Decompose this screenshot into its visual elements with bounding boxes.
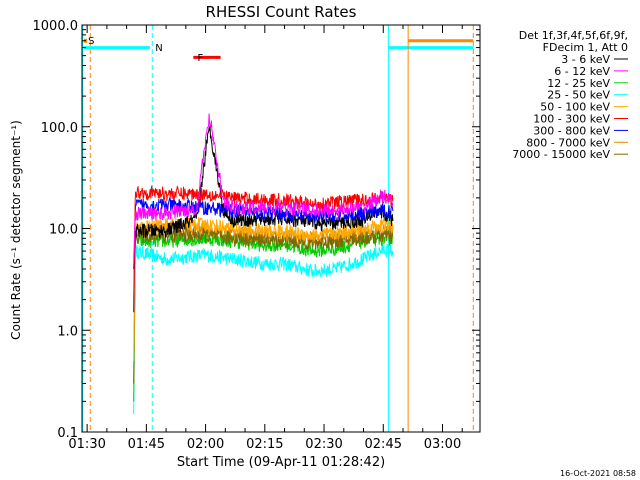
annotation-n: N	[155, 43, 162, 54]
series-line-3-6-kev	[133, 124, 394, 270]
series-line-12-25-kev	[133, 230, 394, 402]
x-tick-label: 01:30	[68, 437, 105, 452]
y-tick-label: 100.0	[41, 121, 78, 136]
legend-label: 12 - 25 keV	[547, 77, 610, 90]
legend-label: 6 - 12 keV	[554, 65, 610, 78]
legend: Det 1f,3f,4f,5f,6f,9f, FDecim 1, Att 0 3…	[512, 29, 628, 161]
annotation-labels: S N F	[88, 36, 203, 64]
x-tick-label: 02:30	[305, 437, 342, 452]
legend-header-line-1: Det 1f,3f,4f,5f,6f,9f,	[519, 29, 628, 42]
legend-label: 50 - 100 keV	[540, 101, 610, 114]
legend-header-line-2: FDecim 1, Att 0	[543, 41, 628, 54]
axes: 0.1 1.0 10.0 100.0 1000.0 01:30 01:45 02:00 02:1…	[33, 19, 481, 452]
y-tick-label: 0.1	[57, 426, 78, 441]
series-line-6-12-kev	[133, 113, 394, 260]
legend-label: 3 - 6 keV	[561, 53, 610, 66]
y-axis-label-group: Count Rate (s⁻¹ detector segment⁻¹)	[9, 120, 23, 340]
legend-label: 800 - 7000 keV	[526, 136, 610, 149]
x-tick-label: 02:00	[187, 437, 224, 452]
legend-label: 25 - 50 keV	[547, 89, 610, 102]
legend-label: 300 - 800 keV	[533, 124, 610, 137]
x-tick-label: 02:45	[365, 437, 402, 452]
series-line-25-50-kev	[133, 243, 394, 415]
x-tick-label: 03:00	[424, 437, 461, 452]
timestamp: 16-Oct-2021 08:58	[560, 469, 636, 478]
y-tick-label: 1.0	[57, 324, 78, 339]
flag-bars	[83, 38, 474, 59]
chart-title: RHESSI Count Rates	[206, 3, 357, 21]
annotation-s: S	[88, 36, 94, 47]
annotation-f: F	[198, 53, 204, 64]
y-axis-label: Count Rate (s⁻¹ detector segment⁻¹)	[9, 120, 23, 340]
series-line-7000-15000-kev	[133, 228, 394, 384]
x-axis-label: Start Time (09-Apr-11 01:28:42)	[177, 455, 385, 470]
y-tick-label: 10.0	[49, 223, 78, 238]
legend-label: 7000 - 15000 keV	[512, 148, 610, 161]
x-tick-label: 02:15	[246, 437, 283, 452]
legend-label: 100 - 300 keV	[533, 113, 610, 126]
series-lines	[133, 113, 394, 415]
series-line-300-800-kev	[133, 197, 394, 313]
y-tick-label: 1000.0	[33, 19, 79, 34]
x-tick-label: 01:45	[128, 437, 165, 452]
series-line-100-300-kev	[133, 185, 394, 300]
